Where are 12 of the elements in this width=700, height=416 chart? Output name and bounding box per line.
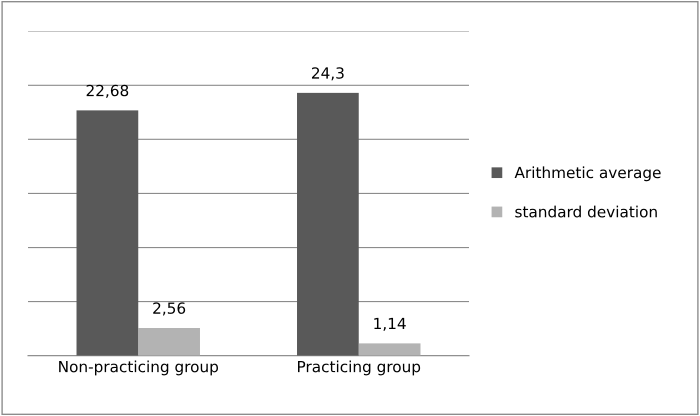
bar bbox=[138, 328, 200, 356]
legend-label: standard deviation bbox=[515, 206, 657, 218]
bar bbox=[297, 92, 359, 356]
data-label: 22,68 bbox=[86, 84, 128, 98]
bar bbox=[76, 110, 138, 356]
data-label: 1,14 bbox=[374, 318, 406, 331]
data-label: 2,56 bbox=[153, 302, 186, 316]
bar bbox=[358, 343, 420, 356]
x-tick-label: Non-practicing group bbox=[59, 360, 218, 376]
x-tick-label: Practicing group bbox=[298, 360, 420, 376]
legend-label: Arithmetic average bbox=[514, 166, 661, 182]
data-label: 24,3 bbox=[312, 67, 344, 80]
